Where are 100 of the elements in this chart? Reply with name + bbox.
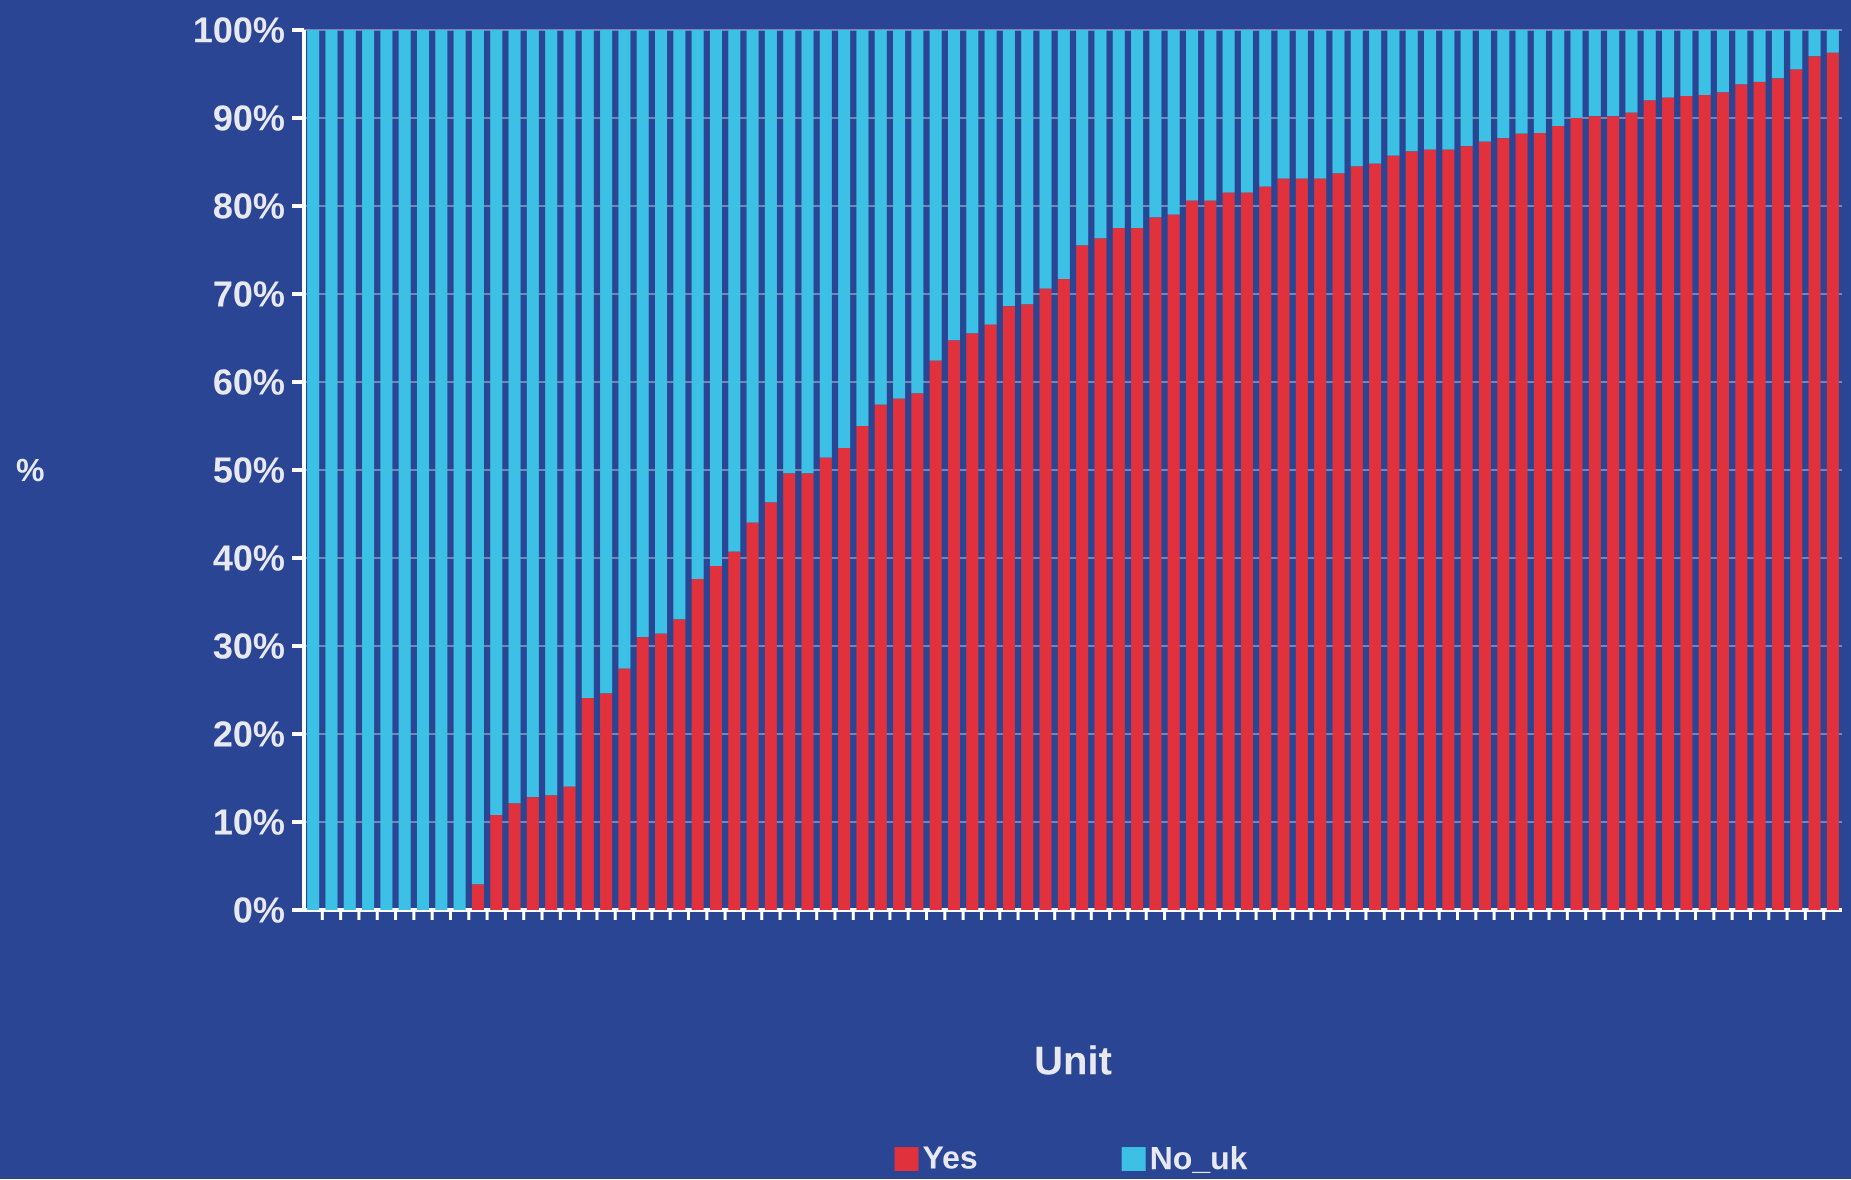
bar: [1662, 29, 1675, 98]
bar: [1369, 163, 1382, 910]
bar: [600, 693, 613, 910]
bar: [1497, 29, 1510, 139]
bar: [1643, 100, 1656, 910]
bar: [966, 333, 979, 910]
bar: [1716, 92, 1730, 910]
bar: [746, 29, 759, 523]
bar: [1698, 29, 1711, 96]
bar: [1240, 29, 1253, 193]
bar: [1552, 125, 1565, 910]
bar: [1588, 116, 1601, 910]
bar: [508, 803, 521, 910]
legend-label: No_uk: [1151, 1145, 1248, 1173]
bar: [1332, 29, 1345, 174]
bar: [1625, 112, 1638, 910]
bar: [343, 29, 356, 910]
bar: [691, 29, 704, 580]
y-tick-label: 0%: [234, 897, 284, 923]
bar: [764, 502, 777, 910]
bar: [911, 29, 924, 394]
bar: [1460, 29, 1473, 147]
x-axis-title: Unit: [1036, 1045, 1112, 1075]
bar: [1222, 192, 1235, 910]
bar: [1790, 29, 1803, 70]
bar: [838, 29, 851, 448]
bar: [1057, 278, 1070, 910]
bar: [1533, 132, 1546, 910]
bar: [1185, 29, 1199, 201]
bar: [1204, 200, 1217, 910]
bar: [1314, 29, 1327, 179]
bar: [1405, 151, 1418, 910]
bar: [1259, 29, 1272, 187]
bar: [947, 29, 961, 341]
bar: [636, 637, 649, 910]
bar: [1497, 138, 1510, 910]
y-tick-label: 70%: [214, 281, 284, 307]
bar: [1094, 29, 1107, 239]
bar: [618, 29, 631, 669]
bar: [1826, 29, 1839, 53]
bar: [1625, 29, 1638, 113]
bar: [1131, 227, 1144, 910]
bar: [581, 697, 594, 910]
bar: [1295, 178, 1308, 910]
bar: [1350, 166, 1363, 910]
bar: [655, 633, 668, 910]
bar: [1204, 29, 1217, 201]
bar: [1369, 29, 1382, 164]
bar: [1442, 149, 1455, 910]
bar: [1680, 95, 1693, 910]
bar: [398, 29, 411, 910]
bar: [1185, 200, 1199, 910]
bar: [1533, 29, 1546, 133]
bar: [1735, 84, 1748, 910]
bar: [453, 29, 466, 910]
bar: [1442, 29, 1455, 150]
bar: [1076, 29, 1089, 246]
bar: [655, 29, 668, 634]
bar: [893, 398, 906, 910]
bar: [1735, 29, 1748, 85]
bar: [1112, 227, 1125, 910]
y-tick-label: 30%: [213, 633, 284, 659]
bar: [1259, 186, 1272, 910]
bar: [1515, 29, 1528, 134]
bar: [1094, 238, 1107, 910]
bar: [435, 29, 448, 910]
bar: [673, 619, 686, 910]
bar: [563, 786, 576, 910]
bar: [929, 360, 942, 910]
bar: [1002, 306, 1015, 910]
bar: [1240, 192, 1253, 910]
bar: [856, 29, 869, 426]
bar: [490, 29, 503, 815]
bar: [728, 551, 741, 910]
bar: [1588, 29, 1601, 117]
bar: [1112, 29, 1125, 228]
bar: [362, 29, 375, 910]
bar: [490, 814, 503, 910]
bar: [856, 425, 869, 910]
bar: [1826, 52, 1839, 910]
bar: [783, 473, 796, 910]
bar: [819, 29, 832, 458]
y-axis-title: %: [16, 458, 44, 482]
bar: [471, 884, 484, 910]
bar: [1167, 214, 1180, 910]
bar: [1790, 69, 1803, 910]
y-tick-label: 20%: [214, 721, 284, 747]
bar: [1039, 29, 1052, 289]
bar: [380, 29, 393, 910]
bar: [1607, 116, 1620, 910]
bar: [1515, 133, 1528, 910]
y-tick-label: 100%: [195, 17, 284, 43]
bar: [764, 29, 777, 503]
bar: [1607, 29, 1620, 117]
bar: [1167, 29, 1180, 215]
legend-label: Yes: [923, 1146, 977, 1169]
bar: [984, 324, 997, 910]
bar: [618, 668, 631, 910]
bar: [801, 473, 814, 910]
bar: [1076, 245, 1089, 910]
